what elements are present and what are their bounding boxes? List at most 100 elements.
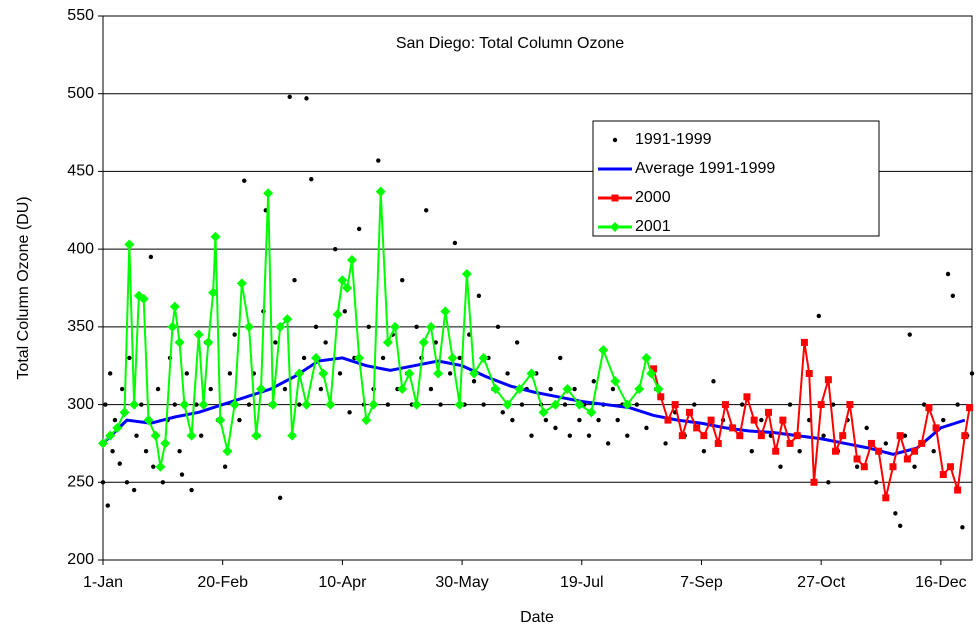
y-tick-label: 350 xyxy=(67,318,94,335)
point xyxy=(277,495,283,501)
point xyxy=(155,461,166,472)
point xyxy=(179,399,190,410)
point xyxy=(816,313,821,319)
point xyxy=(98,438,108,449)
point xyxy=(921,402,927,407)
point xyxy=(428,386,434,392)
point xyxy=(423,208,429,213)
point xyxy=(119,386,125,392)
point xyxy=(246,402,252,407)
point xyxy=(596,417,601,423)
point xyxy=(939,471,947,479)
legend-items: 1991-1999 Average 1991-1999 2000 2001 xyxy=(598,131,775,235)
point xyxy=(167,321,178,332)
point xyxy=(634,384,645,395)
point xyxy=(361,415,372,426)
point xyxy=(292,278,297,283)
point xyxy=(174,337,185,348)
point xyxy=(346,255,357,266)
y-tick-label: 450 xyxy=(67,163,94,180)
point xyxy=(543,417,549,423)
point xyxy=(390,321,401,332)
point xyxy=(411,399,422,410)
point xyxy=(143,449,149,454)
point xyxy=(671,401,679,409)
point xyxy=(194,402,199,407)
point xyxy=(765,408,773,416)
y-axis-label: Total Column Ozone (DU) xyxy=(15,196,32,379)
point xyxy=(514,384,525,395)
point xyxy=(440,306,451,317)
point xyxy=(646,368,657,379)
point xyxy=(960,525,965,530)
point xyxy=(318,386,324,392)
point xyxy=(160,480,166,485)
point xyxy=(757,432,765,440)
point xyxy=(222,464,228,469)
point xyxy=(267,399,278,410)
point xyxy=(954,486,962,494)
point xyxy=(505,371,510,376)
y-tick-label: 250 xyxy=(67,474,94,491)
point xyxy=(342,309,347,314)
point xyxy=(385,402,391,407)
x-tick-label: 16-Dec xyxy=(915,574,967,591)
point xyxy=(625,433,630,438)
point xyxy=(553,425,558,431)
point xyxy=(263,188,274,199)
point xyxy=(229,399,240,410)
point xyxy=(227,371,233,376)
point xyxy=(124,480,130,485)
point xyxy=(800,338,808,346)
point xyxy=(150,430,161,441)
point xyxy=(155,386,161,392)
legend-marker xyxy=(610,222,620,232)
point xyxy=(366,324,371,330)
point xyxy=(772,447,780,455)
point xyxy=(103,402,108,407)
point xyxy=(586,433,592,438)
point xyxy=(490,384,501,395)
point xyxy=(301,355,307,361)
point xyxy=(354,352,365,363)
point xyxy=(186,430,197,441)
point xyxy=(830,402,836,407)
point xyxy=(882,494,890,502)
x-tick-label: 7-Sep xyxy=(680,574,723,591)
point xyxy=(287,94,292,100)
point xyxy=(376,158,381,163)
point xyxy=(481,402,486,407)
point xyxy=(946,463,954,471)
point xyxy=(824,376,832,384)
point xyxy=(198,399,209,410)
point xyxy=(896,432,904,440)
point xyxy=(562,402,568,407)
legend-label: Average 1991-1999 xyxy=(635,160,775,177)
point xyxy=(447,352,458,363)
point xyxy=(469,368,480,379)
point xyxy=(301,399,312,410)
point xyxy=(297,402,302,407)
point xyxy=(471,379,477,384)
point xyxy=(325,399,336,410)
point xyxy=(311,352,322,363)
point xyxy=(400,278,405,283)
legend-label: 1991-1999 xyxy=(635,131,712,148)
x-tick-label: 27-Oct xyxy=(797,574,846,591)
point xyxy=(105,503,110,508)
point xyxy=(127,355,132,361)
y-tick-label: 300 xyxy=(67,396,94,413)
point xyxy=(700,432,708,440)
point xyxy=(810,478,818,486)
y-tick-label: 400 xyxy=(67,240,94,257)
point xyxy=(342,283,353,293)
point xyxy=(208,287,219,298)
legend-marker xyxy=(612,137,618,143)
point xyxy=(304,96,309,101)
point xyxy=(198,433,204,438)
point xyxy=(889,463,897,471)
point xyxy=(657,393,665,401)
point xyxy=(883,441,889,446)
point xyxy=(875,447,883,455)
point xyxy=(282,386,288,392)
